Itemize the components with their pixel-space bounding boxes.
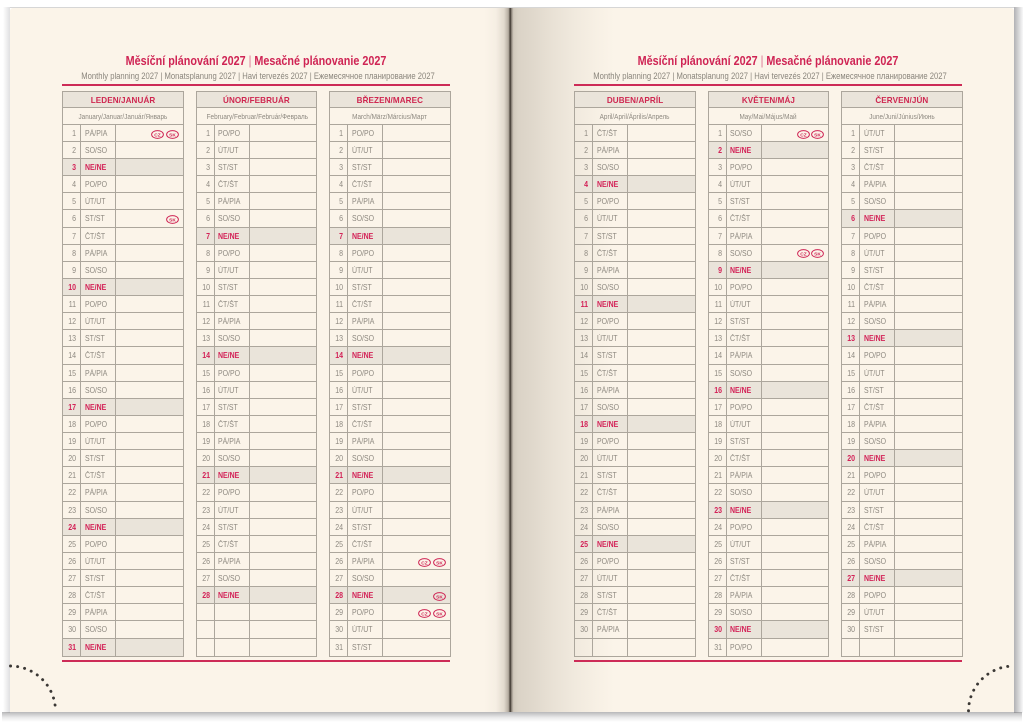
svg-text:SK: SK xyxy=(169,132,176,138)
svg-text:SK: SK xyxy=(436,594,443,600)
svg-text:CZ: CZ xyxy=(800,252,806,258)
svg-text:CZ: CZ xyxy=(155,132,161,138)
svg-text:SK: SK xyxy=(815,252,822,258)
svg-text:SK: SK xyxy=(436,611,443,617)
svg-text:CZ: CZ xyxy=(422,611,428,617)
svg-text:CZ: CZ xyxy=(422,560,428,566)
svg-text:SK: SK xyxy=(169,218,176,224)
svg-text:CZ: CZ xyxy=(800,132,806,138)
svg-text:SK: SK xyxy=(436,560,443,566)
svg-text:SK: SK xyxy=(815,132,822,138)
